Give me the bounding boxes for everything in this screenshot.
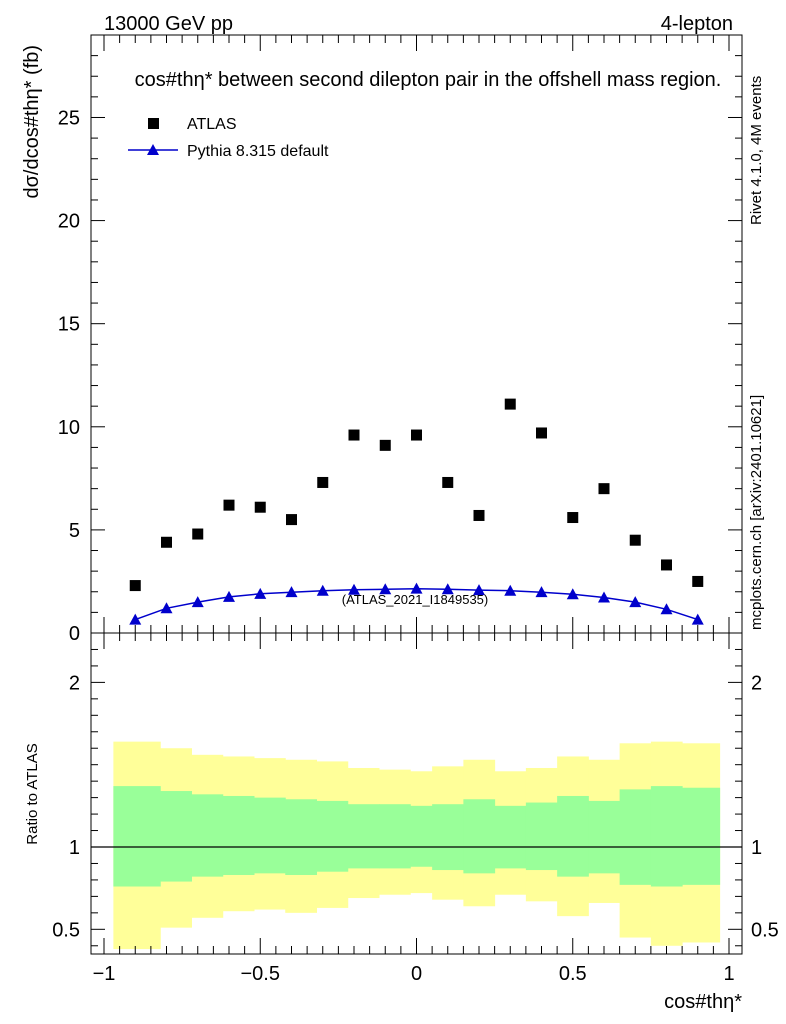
- pythia-point: [379, 583, 392, 595]
- ratio-y-axis-title: Ratio to ATLAS: [24, 743, 41, 844]
- main-y-tick-label: 15: [58, 314, 80, 336]
- pythia-point: [348, 583, 360, 595]
- pythia-point: [129, 613, 142, 625]
- pythia-point: [223, 590, 235, 602]
- pythia-point: [629, 596, 642, 608]
- pythia-point: [504, 584, 517, 596]
- atlas-point: [442, 476, 454, 488]
- x-tick-label: 0.5: [559, 963, 587, 985]
- atlas-point: [129, 580, 141, 592]
- legend-pythia-label: Pythia 8.315 default: [187, 143, 329, 160]
- legend-pythia-marker: [147, 144, 159, 155]
- ratio-inner-band-bin: [619, 789, 652, 885]
- ratio-y-tick-label-right: 2: [751, 672, 762, 694]
- legend-atlas-label: ATLAS: [187, 116, 237, 133]
- ratio-y-tick-label-right: 1: [751, 837, 762, 859]
- pythia-point: [316, 584, 329, 596]
- x-tick-label: −1: [93, 963, 116, 985]
- mcplots-label: mcplots.cern.ch [arXiv:2401.10621]: [748, 395, 765, 630]
- ratio-inner-band-bin: [494, 805, 527, 869]
- atlas-point: [629, 534, 641, 546]
- ratio-y-tick-label: 2: [69, 672, 80, 694]
- ratio-data-layer: [91, 741, 742, 950]
- ratio-y-tick-label: 1: [69, 837, 80, 859]
- atlas-point: [661, 559, 672, 571]
- ratio-y-tick-label: 0.5: [52, 919, 80, 941]
- atlas-point: [411, 429, 422, 441]
- ratio-frame: [90, 632, 743, 955]
- ratio-inner-band-bin: [191, 794, 224, 877]
- ratio-inner-band-bin: [160, 791, 192, 882]
- pythia-point: [410, 582, 423, 594]
- ratio-inner-band-bin: [347, 804, 380, 869]
- ratio-y-tick-label-right: 0.5: [751, 919, 779, 941]
- analysis-watermark: (ATLAS_2021_I1849535): [342, 592, 488, 607]
- pythia-point: [473, 584, 485, 596]
- atlas-point: [223, 499, 235, 511]
- ratio-inner-band-bin: [379, 804, 411, 869]
- ratio-inner-band-bin: [254, 797, 286, 874]
- atlas-point: [598, 483, 610, 495]
- atlas-point: [348, 429, 360, 441]
- ratio-inner-band-bin: [113, 786, 161, 887]
- x-tick-label: 1: [723, 963, 734, 985]
- legend-atlas-marker: [148, 118, 159, 129]
- ratio-inner-band-bin: [650, 786, 683, 887]
- main-y-axis-title: dσ/dcos#thη* (fb): [21, 45, 43, 199]
- pythia-point: [535, 586, 548, 598]
- pythia-point: [160, 602, 173, 614]
- main-axes: 0 5 10 15 20 25: [58, 34, 742, 645]
- pythia-point: [254, 587, 267, 599]
- ratio-inner-band-bin: [557, 795, 589, 877]
- x-tick-label: 0: [411, 963, 422, 985]
- atlas-point: [161, 536, 172, 548]
- legend: ATLAS Pythia 8.315 default: [128, 116, 329, 160]
- ratio-inner-band-bin: [410, 805, 433, 867]
- ratio-axes: −1 −0.5 0 0.5 1 0.5 0.5 1 1 2 2: [52, 633, 779, 985]
- x-tick-label: −0.5: [241, 963, 280, 985]
- ratio-inner-band-bin: [463, 799, 496, 874]
- ratio-inner-band-bin: [682, 787, 721, 885]
- atlas-point: [504, 398, 516, 410]
- ratio-inner-band-bin: [432, 804, 464, 871]
- ratio-inner-band-bin: [316, 800, 349, 872]
- pythia-point: [660, 603, 673, 615]
- atlas-point: [567, 512, 579, 524]
- pythia-point: [691, 613, 704, 625]
- atlas-point: [379, 439, 391, 451]
- main-y-tick-label: 0: [69, 623, 80, 645]
- ratio-inner-band-bin: [222, 795, 255, 875]
- pythia-point: [566, 588, 579, 600]
- pythia-point: [598, 591, 610, 603]
- atlas-point: [317, 476, 329, 488]
- plot-title: cos#thη* between second dilepton pair in…: [135, 69, 722, 91]
- pythia-point: [285, 586, 298, 598]
- rivet-label: Rivet 4.1.0, 4M events: [748, 76, 765, 225]
- atlas-point: [192, 528, 204, 540]
- main-plot-panel: (ATLAS_2021_I1849535) 0 5 10 15 20 25: [58, 34, 743, 645]
- atlas-point: [692, 575, 704, 587]
- process-label: 4-lepton: [661, 13, 733, 35]
- atlas-point: [536, 427, 547, 439]
- atlas-point: [286, 514, 297, 526]
- main-y-tick-label: 20: [58, 211, 80, 233]
- ratio-plot-panel: −1 −0.5 0 0.5 1 0.5 0.5 1 1 2 2: [52, 632, 779, 985]
- x-axis-title: cos#thη*: [664, 991, 742, 1013]
- atlas-point: [473, 509, 485, 521]
- pythia-point: [441, 583, 454, 595]
- ratio-inner-band-bin: [525, 802, 558, 871]
- pythia-point: [191, 596, 204, 608]
- main-y-tick-label: 5: [69, 520, 80, 542]
- main-data-layer: [129, 398, 704, 625]
- main-y-tick-label: 25: [58, 107, 80, 129]
- atlas-point: [254, 501, 266, 513]
- main-y-tick-label: 10: [58, 417, 80, 439]
- energy-label: 13000 GeV pp: [104, 13, 233, 35]
- ratio-inner-band-bin: [588, 800, 621, 874]
- ratio-inner-band-bin: [285, 799, 317, 875]
